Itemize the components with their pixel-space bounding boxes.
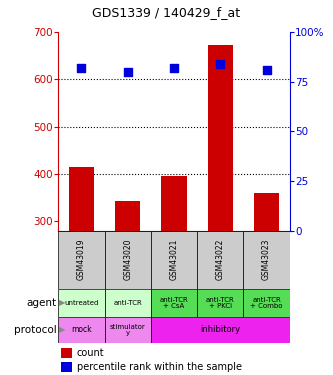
Point [79,64,84,70]
Bar [105,317,151,343]
Point [125,69,131,75]
Text: ▶: ▶ [59,298,66,307]
Bar [197,231,243,289]
Bar [69,167,94,231]
Bar [161,176,187,231]
Text: protocol: protocol [14,325,57,335]
Bar [243,289,290,317]
Bar [105,231,151,289]
Text: stimulator
y: stimulator y [110,324,146,336]
Text: percentile rank within the sample: percentile rank within the sample [77,362,242,372]
Text: GSM43020: GSM43020 [123,239,132,280]
Bar [105,289,151,317]
Text: count: count [77,348,105,358]
Bar [197,289,243,317]
Point [171,64,176,70]
Text: agent: agent [27,298,57,308]
Bar [61,348,72,358]
Text: GSM43021: GSM43021 [169,239,178,280]
Bar [151,231,197,289]
Text: untreated: untreated [64,300,99,306]
Bar [151,289,197,317]
Bar [243,231,290,289]
Text: mock: mock [71,326,92,334]
Text: GSM43022: GSM43022 [216,239,225,280]
Bar [115,201,141,231]
Bar [58,317,105,343]
Text: ▶: ▶ [59,326,66,334]
Text: GSM43019: GSM43019 [77,239,86,280]
Text: anti-TCR: anti-TCR [113,300,142,306]
Bar [61,362,72,372]
Bar [254,193,279,231]
Text: anti-TCR
+ CsA: anti-TCR + CsA [160,297,188,309]
Text: GDS1339 / 140429_f_at: GDS1339 / 140429_f_at [93,6,240,19]
Text: anti-TCR
+ Combo: anti-TCR + Combo [250,297,283,309]
Text: inhibitory: inhibitory [200,326,240,334]
Bar [58,231,105,289]
Text: GSM43023: GSM43023 [262,239,271,280]
Point [264,67,269,73]
Bar [151,317,290,343]
Bar [58,289,105,317]
Point [218,61,223,67]
Text: anti-TCR
+ PKCi: anti-TCR + PKCi [206,297,235,309]
Bar [207,45,233,231]
